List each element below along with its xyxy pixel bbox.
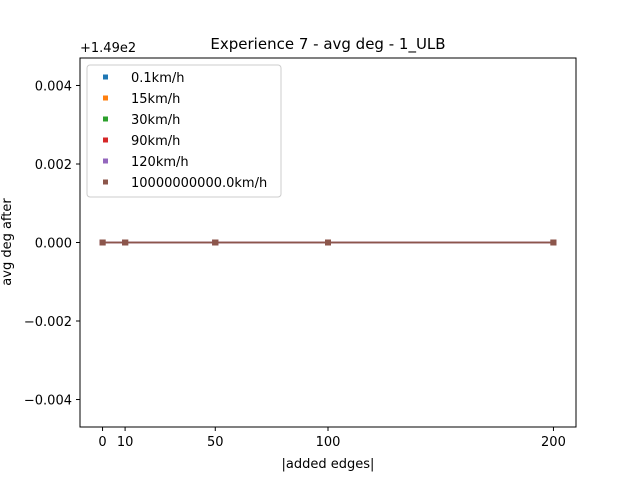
x-tick-label: 0 [98,435,106,450]
legend-box [86,64,282,198]
x-tick-label: 200 [541,435,566,450]
x-tick-label: 10 [117,435,134,450]
y-offset-label: +1.49e2 [80,41,136,56]
y-tick-label: 0.002 [35,158,72,173]
legend-marker [103,74,108,80]
data-point [122,239,129,246]
legend-label: 10000000000.0km/h [131,176,267,191]
y-tick-label: −0.004 [24,394,72,409]
legend-label: 0.1km/h [131,71,185,86]
legend-label: 90km/h [131,134,180,149]
legend: 0.1km/h 15km/h 30km/h 90km/h 120km/h 10000000… [86,64,282,198]
legend-marker [103,95,108,101]
legend-label: 30km/h [131,113,180,128]
chart-title: Experience 7 - avg deg - 1_ULB [210,35,445,54]
legend-label: 120km/h [131,155,189,170]
legend-marker [103,137,108,143]
y-tick-label: 0.000 [35,237,72,252]
data-point [550,239,557,246]
data-point [325,239,331,246]
x-axis-label: |added edges| [282,457,375,472]
y-axis-ticks: −0.004 −0.002 0.000 0.002 0.004 [24,79,80,409]
y-tick-label: 0.004 [35,79,72,94]
data-point [212,239,219,246]
series-layer [99,239,557,246]
legend-marker [103,158,108,164]
y-tick-label: −0.002 [24,315,72,330]
x-tick-label: 100 [316,435,341,450]
x-axis-ticks: 0 10 50 100 200 [98,427,566,450]
legend-marker [103,116,108,122]
y-axis-label: avg deg after [0,198,15,286]
x-tick-label: 50 [207,435,224,450]
legend-label: 15km/h [131,92,180,107]
legend-marker [103,179,108,185]
data-point [99,239,106,246]
